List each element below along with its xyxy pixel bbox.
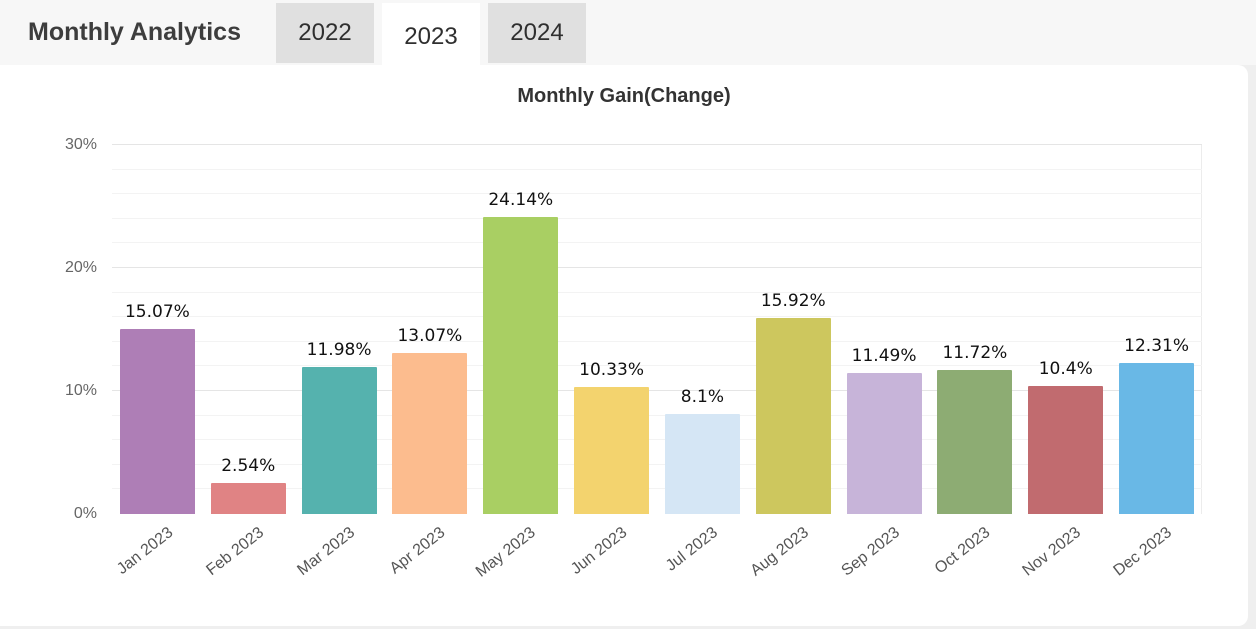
page-title: Monthly Analytics: [28, 18, 241, 46]
chart-card: Monthly Gain(Change) 15.07% 2.54% 11.98% 13…: [0, 65, 1248, 626]
major-gridline: [112, 390, 1202, 391]
major-gridline: [112, 267, 1202, 268]
x-axis-label: Dec 2023: [1110, 524, 1176, 580]
tab-2023[interactable]: 2023: [382, 3, 480, 71]
bar-dec-2023[interactable]: [1119, 362, 1195, 514]
bar-value-label: 11.98%: [306, 339, 372, 360]
x-axis-label: Jul 2023: [662, 524, 721, 575]
y-axis-label: 20%: [64, 259, 97, 276]
major-gridline: [112, 144, 1202, 145]
next-section: [0, 629, 1256, 638]
x-axis-label: Sep 2023: [838, 524, 903, 580]
minor-gridline: [112, 340, 1202, 342]
bar-oct-2023[interactable]: [937, 369, 1013, 514]
bar-value-label: 11.72%: [942, 342, 1008, 363]
minor-gridline: [112, 242, 1202, 244]
bar-nov-2023[interactable]: [1028, 386, 1104, 514]
minor-gridline: [112, 488, 1202, 490]
chart-title: Monthly Gain(Change): [517, 85, 731, 107]
x-axis: Jan 2023 Feb 2023 Mar 2023 Apr 2023 May 2023…: [112, 524, 1202, 614]
x-axis-label: Aug 2023: [747, 524, 812, 580]
minor-gridline: [112, 316, 1202, 318]
x-axis-label: Jan 2023: [113, 524, 176, 578]
tab-2024[interactable]: 2024: [488, 3, 586, 63]
header-bar: Monthly Analytics 2022 2023 2024: [0, 0, 1256, 71]
minor-gridline: [112, 365, 1202, 367]
x-axis-label: May 2023: [473, 524, 540, 581]
x-axis-label: Feb 2023: [202, 524, 267, 580]
bar-jun-2023[interactable]: [574, 386, 650, 514]
x-axis-label: Mar 2023: [293, 524, 358, 580]
bar-value-label: 11.49%: [851, 345, 917, 366]
bar-jul-2023[interactable]: [664, 414, 740, 514]
bar-value-label: 8.1%: [680, 387, 725, 408]
bar-aug-2023[interactable]: [755, 318, 831, 514]
bar-feb-2023[interactable]: [210, 482, 286, 514]
minor-gridline: [112, 439, 1202, 441]
x-axis-label: Jun 2023: [567, 524, 631, 578]
minor-gridline: [112, 463, 1202, 465]
x-axis-label: Oct 2023: [931, 524, 994, 578]
y-axis-label: 0%: [73, 505, 97, 522]
bar-may-2023[interactable]: [483, 217, 559, 514]
minor-gridline: [112, 291, 1202, 293]
bar-value-label: 24.14%: [488, 190, 554, 211]
bar-value-label: 15.92%: [760, 291, 826, 312]
bar-value-label: 10.4%: [1038, 359, 1093, 380]
bar-value-label: 2.54%: [221, 455, 276, 476]
bar-value-label: 12.31%: [1124, 335, 1189, 356]
tab-2022[interactable]: 2022: [276, 3, 374, 63]
bar-value-label: 15.07%: [124, 301, 190, 322]
minor-gridline: [112, 193, 1202, 195]
bar-apr-2023[interactable]: [392, 353, 468, 514]
y-axis-label: 30%: [64, 136, 97, 153]
bar-mar-2023[interactable]: [301, 366, 377, 514]
minor-gridline: [112, 168, 1202, 170]
y-axis-label: 10%: [64, 382, 97, 399]
year-tabs: 2022 2023 2024: [276, 3, 586, 71]
plot-area: 15.07% 2.54% 11.98% 13.07% 24.14% 10.33% 8.1% 1…: [112, 144, 1202, 514]
minor-gridline: [112, 217, 1202, 219]
bar-value-label: 10.33%: [579, 359, 644, 380]
bar-sep-2023[interactable]: [846, 372, 922, 514]
bar-jan-2023[interactable]: [119, 328, 195, 514]
x-axis-label: Apr 2023: [386, 524, 449, 578]
bar-value-label: 13.07%: [397, 326, 463, 347]
minor-gridline: [112, 414, 1202, 416]
x-axis-label: Nov 2023: [1019, 524, 1085, 580]
plot-right-border: [1201, 145, 1202, 514]
